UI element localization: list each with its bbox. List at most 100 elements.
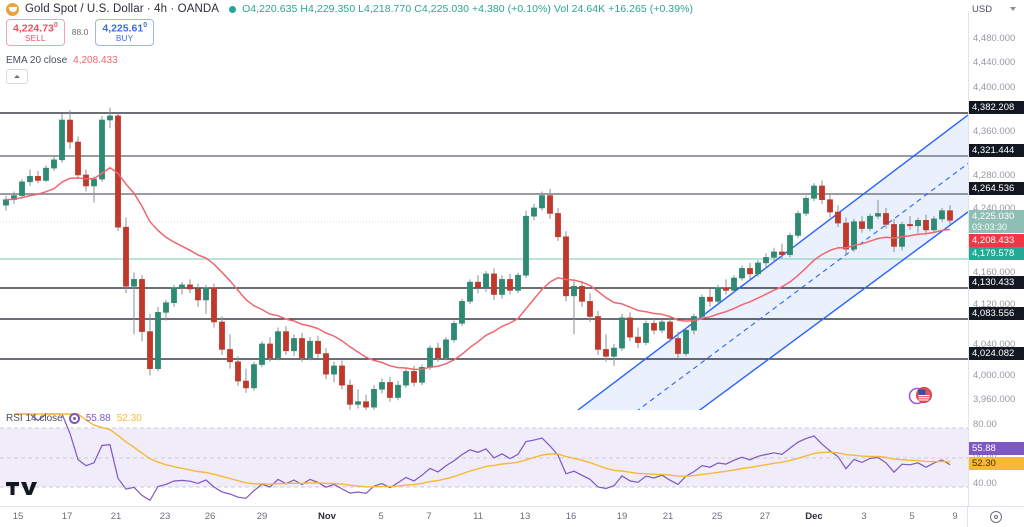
- sell-price: 4,224.73: [13, 22, 54, 35]
- candle-body: [531, 207, 537, 217]
- price-level-tag[interactable]: 4,083.556: [969, 307, 1024, 320]
- candle-body: [139, 279, 145, 332]
- candle-body: [723, 287, 729, 291]
- rsi-value: 55.88: [85, 413, 111, 424]
- price-chart-pane[interactable]: [0, 12, 968, 410]
- candle-body: [635, 336, 641, 343]
- price-axis-tick: 4,280.000: [973, 170, 1016, 181]
- candle-body: [227, 349, 233, 363]
- us-economic-event-marker[interactable]: [908, 385, 934, 407]
- symbol-title[interactable]: Gold Spot / U.S. Dollar · 4h · OANDA: [25, 3, 220, 15]
- candle-body: [539, 195, 545, 209]
- candle-body: [491, 273, 497, 295]
- candle-body: [195, 288, 201, 301]
- axis-divider: [967, 507, 968, 527]
- price-level-tag[interactable]: 4,264.536: [969, 182, 1024, 195]
- time-axis-label: 25: [711, 511, 723, 522]
- candle-body: [419, 366, 425, 383]
- candle-body: [27, 176, 33, 183]
- sell-price-fraction: 0: [53, 22, 58, 29]
- candle-body: [763, 257, 769, 264]
- candle-body: [779, 251, 785, 255]
- time-axis-label: 9: [952, 511, 958, 522]
- candle-body: [315, 340, 321, 354]
- price-level-tag[interactable]: 4,321.444: [969, 144, 1024, 157]
- candle-body: [99, 119, 105, 180]
- price-level-tag[interactable]: 4,024.082: [969, 347, 1024, 360]
- price-level-tag[interactable]: 4,130.433: [969, 276, 1024, 289]
- candle-body: [515, 274, 521, 291]
- candle-body: [163, 302, 169, 313]
- candle-body: [739, 268, 745, 279]
- time-axis-label: 5: [378, 511, 384, 522]
- candle-body: [459, 301, 465, 324]
- price-axis[interactable]: 4,480.000 4,440.000 4,400.000 4,360.000 4,28…: [968, 12, 1024, 506]
- buy-button[interactable]: 4,225.610 BUY: [95, 19, 155, 46]
- candle-body: [891, 224, 897, 247]
- ema-legend-name: EMA 20 close: [6, 55, 68, 66]
- candle-body: [19, 181, 25, 196]
- candle-body: [147, 331, 153, 369]
- candle-body: [203, 287, 209, 301]
- candle-body: [867, 215, 873, 229]
- chart-settings-icon[interactable]: [990, 511, 1002, 523]
- candle-body: [579, 285, 585, 302]
- candle-body: [643, 323, 649, 343]
- candle-body: [323, 353, 329, 375]
- price-level-tag[interactable]: 52.30: [969, 457, 1024, 470]
- time-axis-label: 3: [861, 511, 867, 522]
- price-level-tag[interactable]: 4,179.578: [969, 247, 1024, 260]
- candle-body: [267, 343, 273, 358]
- currency-selector[interactable]: USD: [968, 2, 1020, 16]
- price-axis-tick: 40.00: [973, 478, 997, 489]
- rsi-settings-icon[interactable]: [68, 413, 80, 424]
- time-axis-label: 7: [426, 511, 432, 522]
- time-axis-label: 17: [61, 511, 73, 522]
- candle-body: [563, 236, 569, 297]
- candle-body: [35, 176, 41, 181]
- candle-body: [683, 329, 689, 354]
- candle-series: [3, 107, 953, 410]
- rsi-chart-pane[interactable]: [0, 412, 968, 506]
- rsi-legend[interactable]: RSI 14 close 55.88 52.30: [6, 413, 142, 424]
- rsi-ma-value: 52.30: [116, 413, 142, 424]
- ema-legend[interactable]: EMA 20 close 4,208.433: [6, 55, 118, 66]
- candle-body: [467, 281, 473, 302]
- time-axis-label: 21: [662, 511, 674, 522]
- time-axis-label: 27: [759, 511, 771, 522]
- candle-body: [907, 224, 913, 227]
- candle-body: [371, 388, 377, 408]
- price-axis-tick: 4,480.000: [973, 33, 1016, 44]
- price-axis-tick: 3,960.000: [973, 394, 1016, 405]
- candle-body: [155, 312, 161, 369]
- candle-body: [587, 301, 593, 317]
- ema-price-tag[interactable]: 4,208.433: [969, 234, 1024, 247]
- collapse-pane-button[interactable]: [6, 69, 28, 84]
- sell-button[interactable]: 4,224.730 SELL: [6, 19, 65, 46]
- price-tag-value: 4,382.208: [972, 102, 1015, 113]
- candle-body: [603, 349, 609, 357]
- current-price-tag[interactable]: 4,225.030 03:03:30: [969, 210, 1024, 233]
- candle-body: [915, 220, 921, 227]
- price-level-tag[interactable]: 4,382.208: [969, 101, 1024, 114]
- candle-body: [107, 115, 113, 121]
- chevron-up-icon: [14, 75, 20, 78]
- candle-body: [707, 296, 713, 302]
- price-level-tag[interactable]: 55.88: [969, 442, 1024, 455]
- price-tag-value: 4,208.433: [972, 235, 1015, 246]
- price-axis-tick: 4,360.000: [973, 126, 1016, 137]
- candle-body: [835, 211, 841, 224]
- candle-body: [395, 384, 401, 398]
- time-axis[interactable]: 15 17 21 23 26 29 Nov 5 7 11 13 16 19 21 25 27 Dec 3 5 9: [0, 506, 1024, 527]
- candle-body: [731, 277, 737, 291]
- countdown-timer: 03:03:30: [972, 222, 1008, 232]
- candle-body: [411, 371, 417, 383]
- price-tag-value: 4,321.444: [972, 145, 1015, 156]
- candle-body: [803, 198, 809, 214]
- candle-body: [659, 321, 665, 331]
- candle-body: [843, 222, 849, 250]
- candle-body: [355, 401, 361, 405]
- candle-body: [923, 220, 929, 231]
- price-tag-value: 52.30: [972, 458, 996, 469]
